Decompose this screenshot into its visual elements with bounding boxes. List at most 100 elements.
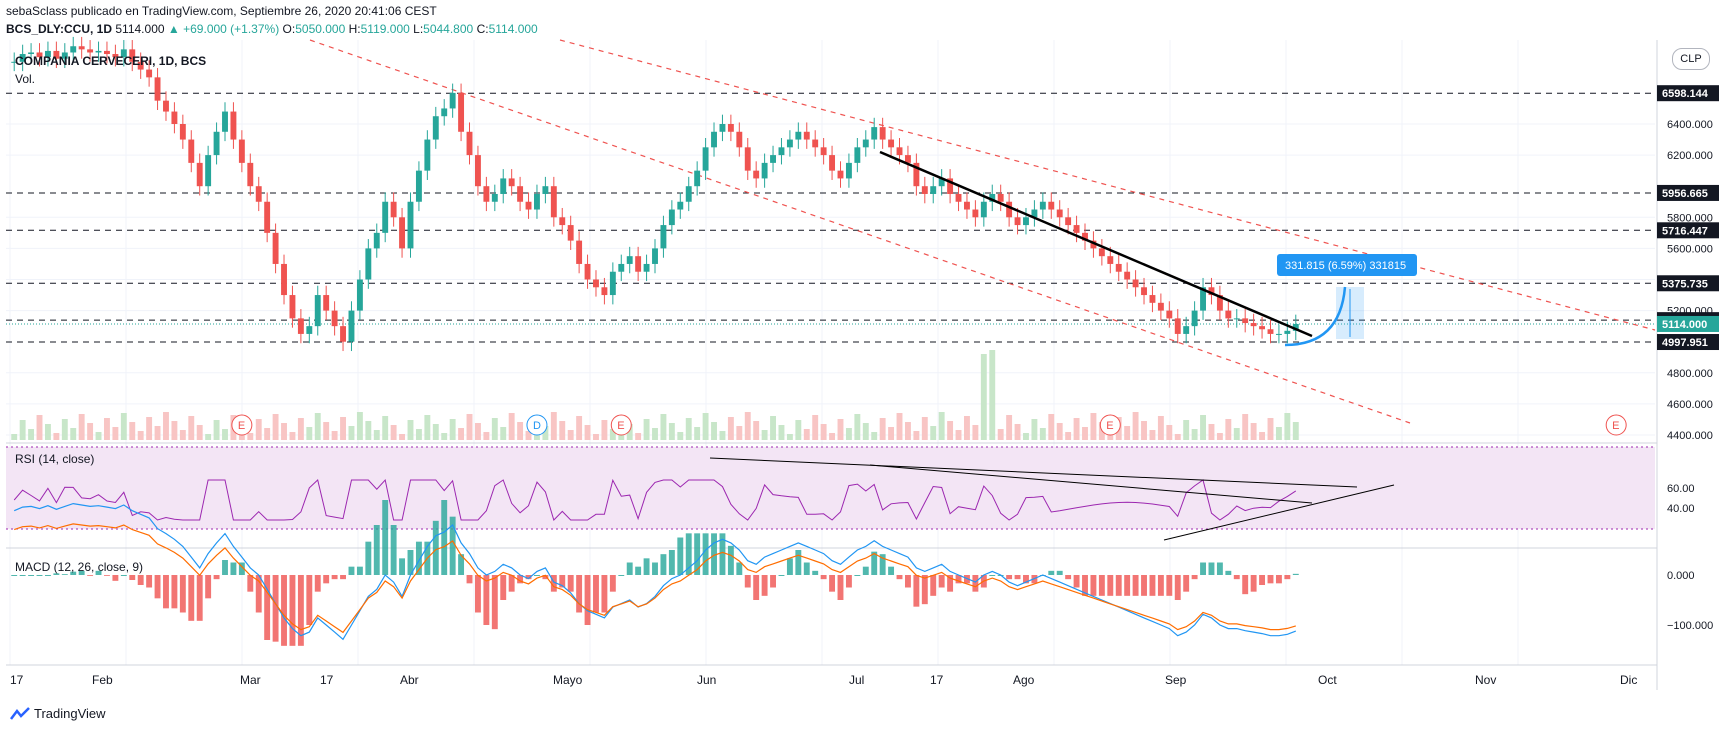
- candle-body: [78, 46, 85, 50]
- candle-body: [146, 69, 153, 78]
- candle-body: [618, 263, 625, 272]
- volume-bar: [331, 431, 338, 440]
- candle-body: [803, 131, 810, 140]
- macd-histogram-bar: [1048, 570, 1055, 575]
- candle-body: [1039, 201, 1046, 210]
- price-tick-label: 5800.000: [1667, 212, 1713, 224]
- candle-body: [795, 131, 802, 140]
- macd-histogram-bar: [702, 533, 709, 575]
- volume-bar: [1056, 423, 1063, 440]
- macd-histogram-bar: [44, 575, 51, 576]
- candle-body: [19, 54, 26, 62]
- macd-signal-line: [14, 523, 1296, 634]
- volume-bar: [584, 425, 591, 440]
- price-label-text: 4997.951: [1662, 337, 1708, 349]
- volume-bar: [643, 419, 650, 440]
- candle-body: [702, 147, 709, 171]
- volume-bar: [171, 421, 178, 440]
- macd-histogram-bar: [786, 558, 793, 575]
- currency-badge[interactable]: CLP: [1672, 48, 1710, 70]
- macd-histogram-bar: [36, 575, 43, 576]
- volume-bar: [820, 424, 827, 440]
- macd-line: [13, 502, 1297, 641]
- candle-body: [964, 201, 970, 210]
- candle-body: [36, 52, 43, 58]
- macd-histogram-bar: [517, 575, 524, 584]
- macd-histogram-bar: [196, 575, 203, 621]
- candle-body: [87, 49, 94, 53]
- volume-bar: [1006, 415, 1013, 440]
- price-label-text: 5716.447: [1662, 225, 1708, 237]
- candle-body: [559, 217, 566, 226]
- price-label-box: [1657, 85, 1719, 102]
- candle-body: [104, 50, 110, 55]
- candle-body: [474, 155, 481, 187]
- macd-histogram-bar: [601, 575, 608, 613]
- candle-body: [1132, 279, 1139, 288]
- volume-bar: [1124, 426, 1131, 440]
- volume-bar: [635, 433, 642, 440]
- candle-body: [238, 139, 245, 163]
- macd-histogram-bar: [95, 570, 102, 575]
- candle-body: [593, 279, 599, 288]
- macd-histogram-bar: [407, 550, 414, 575]
- macd-histogram-bar: [542, 575, 549, 580]
- macd-histogram-bar: [770, 575, 776, 588]
- event-marker: [526, 414, 548, 436]
- time-axis-label: Mayo: [553, 673, 583, 687]
- candle-body: [1250, 323, 1257, 327]
- macd-histogram-bar: [1292, 573, 1299, 575]
- volume-bar: [1090, 413, 1097, 440]
- candle-body: [1006, 201, 1013, 218]
- series-legend[interactable]: COMPANIA CERVECERI, 1D, BCS: [15, 54, 207, 68]
- rsi-legend[interactable]: RSI (14, close): [15, 452, 95, 466]
- candle-body: [247, 162, 254, 187]
- macd-histogram-bar: [373, 525, 380, 575]
- volume-bar: [660, 414, 667, 440]
- macd-histogram-bar: [862, 566, 869, 575]
- volume-bar: [652, 428, 658, 440]
- volume-bar: [761, 430, 768, 440]
- candle-body: [154, 77, 161, 101]
- volume-legend[interactable]: Vol.: [15, 72, 36, 86]
- candle-body: [643, 263, 650, 272]
- macd-histogram-bar: [390, 525, 397, 575]
- macd-histogram-bar: [171, 575, 178, 609]
- candle-body: [1048, 201, 1055, 210]
- time-axis-label: Oct: [1318, 673, 1337, 687]
- channel-lower-line: [309, 39, 1411, 424]
- macd-histogram-bar: [508, 575, 515, 592]
- volume-bar: [1132, 412, 1139, 440]
- macd-histogram-bar: [179, 575, 186, 613]
- volume-bar: [424, 415, 431, 440]
- macd-histogram-bar: [137, 575, 144, 585]
- candle-body: [1174, 318, 1181, 334]
- volume-bar: [593, 434, 599, 440]
- volume-bar: [980, 354, 987, 440]
- volume-bar: [1082, 427, 1088, 440]
- candle-body: [61, 52, 68, 59]
- candle-body: [289, 295, 296, 319]
- macd-histogram-bar: [255, 575, 262, 613]
- volume-bar: [264, 428, 271, 440]
- footer-brand[interactable]: TradingView: [10, 706, 106, 721]
- candle-body: [1225, 310, 1232, 319]
- volume-bar: [753, 421, 760, 440]
- macd-legend[interactable]: MACD (12, 26, close, 9): [15, 560, 144, 574]
- macd-histogram-bar: [854, 575, 861, 576]
- volume-bar: [668, 423, 675, 440]
- price-label-text: 5114.000: [1662, 319, 1707, 331]
- volume-bar: [736, 426, 743, 440]
- candle-body: [272, 232, 279, 264]
- macd-histogram-bar: [222, 560, 228, 575]
- macd-histogram-bar: [938, 575, 945, 588]
- triangle-up-icon: ▲: [167, 22, 180, 36]
- volume-bar: [120, 413, 127, 440]
- macd-histogram-bar: [53, 573, 60, 575]
- symbol: BCS_DLY:CCU, 1D: [6, 22, 113, 36]
- volume-bar: [356, 412, 363, 440]
- time-axis-label: Ago: [1013, 673, 1035, 687]
- time-axis-label: Feb: [92, 673, 113, 687]
- volume-bar: [1191, 429, 1198, 440]
